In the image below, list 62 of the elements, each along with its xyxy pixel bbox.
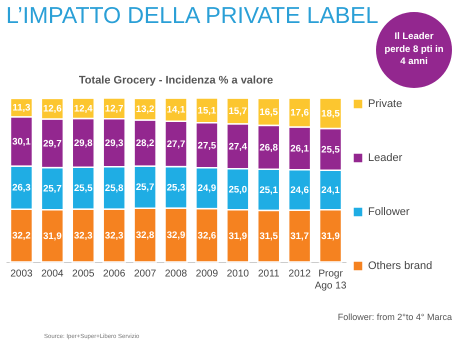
data-label: 15,1: [198, 105, 217, 116]
data-label: 24,1: [321, 184, 340, 196]
data-label: 24,6: [290, 184, 309, 196]
data-label: 28,2: [136, 138, 154, 150]
data-label: 27,7: [166, 138, 186, 150]
x-tick-label: 2003: [10, 268, 34, 280]
data-label: 27,5: [198, 140, 217, 152]
data-label: 25,3: [166, 182, 186, 194]
chart-title: L’IMPATTO DELLA PRIVATE LABEL: [6, 2, 378, 29]
data-label: 18,5: [321, 108, 340, 120]
x-tick-label: Progr Ago 13: [314, 268, 347, 292]
data-label: 12,6: [43, 104, 62, 115]
data-label: 25,5: [321, 144, 340, 156]
data-label: 24,9: [198, 183, 216, 194]
x-tick-label: 2011: [258, 268, 280, 280]
x-tick-label: 2009: [196, 268, 218, 280]
data-label: 32,2: [12, 230, 31, 242]
data-label: 26,8: [259, 142, 278, 154]
data-label: 13,2: [136, 104, 154, 116]
data-label: 25,7: [43, 184, 62, 195]
data-label: 25,5: [74, 183, 94, 194]
data-label: 29,8: [74, 138, 93, 149]
x-tick-label: 2005: [72, 268, 95, 280]
legend-label: Leader: [368, 152, 403, 164]
data-label: 17,6: [290, 108, 309, 119]
data-label: 32,3: [74, 230, 93, 242]
legend-label: Private: [368, 98, 402, 110]
data-label: 25,8: [104, 182, 124, 194]
data-label: 32,3: [104, 230, 124, 242]
x-tick-label: 2004: [41, 268, 64, 280]
data-label: 14,1: [166, 104, 186, 116]
data-label: 16,5: [259, 106, 279, 118]
data-label: 15,7: [228, 106, 248, 118]
x-tick-label: 2008: [164, 268, 188, 280]
data-label: 26,1: [290, 143, 310, 154]
data-label: 11,3: [12, 102, 30, 114]
data-label: 29,3: [104, 138, 124, 149]
data-label: 31,9: [321, 230, 340, 242]
data-label: 25,7: [136, 182, 154, 194]
data-label: 32,9: [166, 230, 186, 242]
data-label: 31,5: [259, 231, 279, 242]
x-tick-label: 2007: [134, 268, 157, 280]
data-label: 12,7: [104, 103, 124, 114]
x-tick-label: 2010: [226, 268, 250, 280]
data-label: 27,4: [228, 141, 248, 152]
data-label: 29,7: [43, 138, 62, 150]
data-label: 25,1: [259, 184, 279, 196]
legend-label: Others brand: [368, 260, 432, 272]
data-label: 31,9: [43, 230, 62, 242]
x-tick-label: 2012: [288, 268, 312, 280]
legend-label: Follower: [368, 206, 410, 218]
data-label: 25,0: [228, 184, 248, 196]
x-tick-label: 2006: [103, 268, 126, 280]
data-label: 31,9: [228, 230, 248, 242]
chart-subtitle: Totale Grocery - Incidenza % a valore: [78, 74, 274, 86]
data-label: 32,6: [198, 230, 216, 242]
data-label: 31,7: [290, 231, 309, 242]
text: Follower: from 2°to 4° Marca: [338, 312, 452, 322]
data-label: 32,8: [136, 230, 154, 242]
data-label: 12,4: [74, 103, 94, 114]
data-label: 26,3: [12, 182, 31, 194]
data-label: 30,1: [12, 136, 32, 148]
